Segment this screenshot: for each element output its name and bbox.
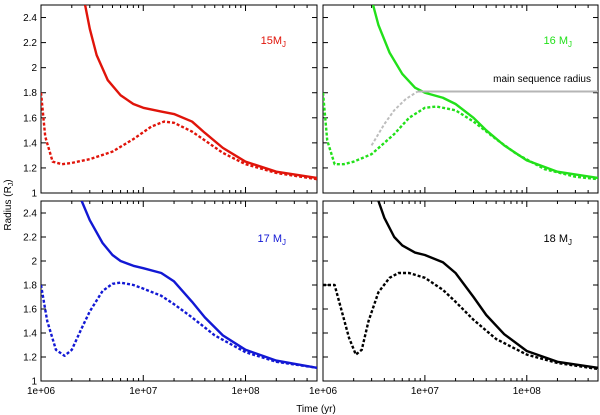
series-line-18-dashed bbox=[323, 271, 598, 371]
panel-label-17: 17 MJ bbox=[258, 233, 286, 247]
y-tick-label: 1.2 bbox=[23, 163, 37, 174]
y-tick-label: 1.6 bbox=[23, 113, 37, 124]
y-tick-label: 1.2 bbox=[23, 353, 37, 364]
y-tick-label: 2.4 bbox=[23, 13, 37, 24]
x-tick-label: 1e+06 bbox=[27, 386, 56, 397]
x-tick-label: 1e+08 bbox=[513, 386, 542, 397]
series-line-17-solid bbox=[80, 201, 317, 369]
curves bbox=[41, 5, 598, 371]
series-line-17-dashed bbox=[41, 281, 317, 369]
y-tick-label: 2.4 bbox=[23, 209, 37, 220]
series-line-18-solid bbox=[377, 201, 598, 369]
annotation-main-sequence-radius: main sequence radius bbox=[493, 74, 591, 85]
panel-curves-16 bbox=[323, 5, 598, 181]
y-tick-label: 1 bbox=[31, 377, 37, 388]
x-tick-label: 1e+07 bbox=[411, 386, 440, 397]
series-line-16-main-sequence-approach bbox=[370, 90, 419, 146]
x-tick-label: 1e+08 bbox=[231, 386, 260, 397]
y-tick-label: 1.8 bbox=[23, 88, 37, 99]
series-line-15-solid bbox=[83, 5, 317, 180]
panel-curves-15 bbox=[41, 5, 317, 181]
labels: 1 1.2 1.4 1.6 1.8 2 2.2 2.4 15MJ 16 MJ main sequen… bbox=[23, 13, 591, 397]
panel-curves-17 bbox=[41, 201, 317, 369]
series-line-16-dashed bbox=[323, 92, 598, 181]
y-tick-label: 1.8 bbox=[23, 281, 37, 292]
y-tick-label: 2 bbox=[31, 63, 37, 74]
panel-frame-15 bbox=[40, 4, 318, 194]
panel-frame-18 bbox=[322, 200, 599, 382]
y-tick-label: 2.2 bbox=[23, 233, 37, 244]
x-axis-title: Time (yr) bbox=[296, 404, 336, 415]
panel-label-18: 18 MJ bbox=[544, 233, 572, 247]
x-tick-label: 1e+07 bbox=[129, 386, 158, 397]
panel-frame-16 bbox=[322, 4, 599, 194]
panel-frames bbox=[40, 4, 599, 382]
y-tick-label: 1.4 bbox=[23, 138, 37, 149]
y-tick-label: 1.4 bbox=[23, 329, 37, 340]
ticks bbox=[40, 5, 599, 382]
y-tick-label: 1.6 bbox=[23, 305, 37, 316]
y-tick-label: 1 bbox=[31, 189, 37, 200]
panel-curves-18 bbox=[323, 201, 598, 371]
y-tick-label: 2 bbox=[31, 257, 37, 268]
panel-label-15: 15MJ bbox=[261, 35, 286, 49]
series-line-15-dashed bbox=[41, 92, 317, 181]
panel-label-16: 16 MJ bbox=[544, 35, 572, 49]
y-tick-label: 2.2 bbox=[23, 38, 37, 49]
panel-frame-17 bbox=[40, 200, 318, 382]
x-tick-label: 1e+06 bbox=[309, 386, 338, 397]
y-axis-title: Radius (RJ) bbox=[3, 179, 15, 230]
